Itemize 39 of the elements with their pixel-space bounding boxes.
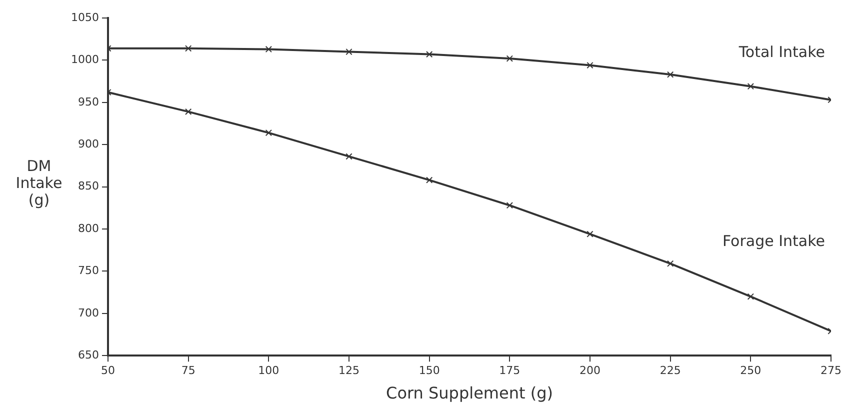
series-label: Total Intake (738, 42, 825, 61)
point (346, 48, 352, 56)
point (346, 153, 352, 160)
y-tick-label: 850 (78, 180, 99, 193)
x-tick-label: 50 (100, 364, 115, 378)
text: Forage Intake (722, 232, 825, 250)
y-tick-label: 1000 (70, 53, 99, 66)
y-tick-label: 750 (78, 264, 99, 278)
point (265, 46, 272, 53)
x-tick-label: 200 (580, 364, 600, 378)
x-tick-label: 175 (499, 364, 520, 378)
point (185, 45, 192, 52)
x-axis-title: Corn Supplement (g) (386, 384, 553, 403)
point (426, 50, 433, 58)
y-tick-label: 800 (78, 222, 99, 235)
point (586, 62, 594, 69)
point (426, 176, 433, 184)
x-tick-label: 225 (660, 364, 681, 378)
y-axis-title: DM Intake (g) (14, 157, 64, 209)
y-tick-label: 900 (78, 137, 99, 150)
point (506, 55, 513, 62)
point (747, 293, 754, 300)
y-tick-label: 650 (78, 348, 99, 362)
x-tick-label: 250 (740, 364, 762, 378)
x-tick-label: 150 (418, 364, 440, 378)
point (747, 83, 754, 90)
x-tick-label: 275 (820, 364, 842, 378)
y-tick-label: 700 (78, 306, 99, 320)
point (667, 260, 674, 267)
point (185, 108, 192, 116)
y-tick-label: 950 (78, 95, 99, 108)
point (265, 129, 272, 136)
x-tick-label: 100 (258, 364, 280, 378)
x-tick-label: 75 (181, 364, 196, 378)
x-tick-label: 125 (338, 364, 360, 378)
point (667, 71, 674, 78)
point (506, 202, 513, 209)
point (586, 230, 594, 238)
y-tick-label: 1050 (70, 10, 99, 24)
